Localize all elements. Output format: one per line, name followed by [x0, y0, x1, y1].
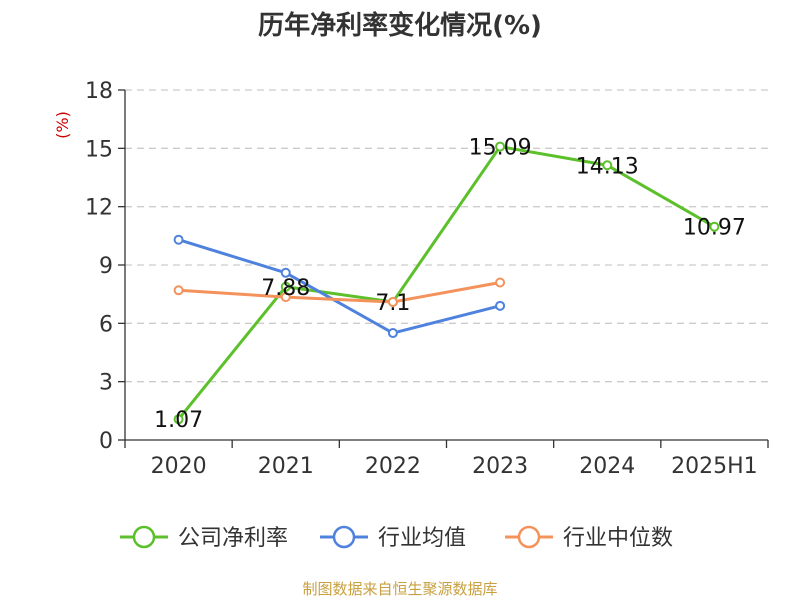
series-line-1 [178, 238, 501, 335]
y-axis-label: (%) [53, 111, 72, 139]
data-label: 1.07 [154, 408, 203, 433]
legend-label: 行业中位数 [563, 526, 673, 551]
x-tick-label: 2025H1 [671, 454, 758, 479]
data-point [495, 300, 506, 311]
x-tick-label: 2020 [151, 454, 207, 479]
data-point [173, 285, 184, 296]
data-label: 15.09 [469, 136, 532, 161]
legend-marker [132, 525, 156, 549]
data-point [173, 234, 184, 245]
x-tick-label: 2023 [472, 454, 528, 479]
data-point [387, 296, 398, 307]
x-tick-label: 2022 [365, 454, 421, 479]
data-labels: 1.07 7.88 7.1 15.09 14.13 10.97 [154, 136, 746, 434]
data-label: 10.97 [683, 216, 746, 241]
y-tick-label: 12 [85, 196, 113, 221]
y-axis-ticks: 0 3 6 9 12 15 18 [85, 79, 125, 454]
legend-label: 行业均值 [378, 526, 466, 551]
data-point [280, 267, 291, 278]
series-line-2 [178, 281, 501, 304]
x-tick-label: 2021 [258, 454, 314, 479]
y-tick-label: 9 [99, 254, 113, 279]
data-label: 14.13 [576, 154, 639, 179]
data-point [173, 414, 184, 425]
data-point [387, 328, 398, 339]
legend-marker [332, 525, 356, 549]
data-point [495, 277, 506, 288]
legend-label: 公司净利率 [178, 526, 288, 551]
data-point [602, 160, 613, 171]
data-point [495, 141, 506, 152]
x-axis-ticks: 2020 2021 2022 2023 2024 2025H1 [124, 440, 769, 479]
chart-title: 历年净利率变化情况(%) [258, 10, 542, 41]
data-label: 7.1 [375, 291, 410, 316]
y-tick-label: 3 [99, 371, 113, 396]
data-label: 7.88 [261, 276, 310, 301]
data-point [709, 221, 720, 232]
x-tick-label: 2024 [579, 454, 635, 479]
legend-marker [517, 525, 541, 549]
data-point [280, 292, 291, 303]
legend: 公司净利率 行业均值 行业中位数 [120, 525, 673, 551]
source-note: 制图数据来自恒生聚源数据库 [302, 580, 497, 598]
grid-lines [125, 89, 768, 383]
series-line-0 [177, 145, 716, 421]
series-lines [173, 141, 720, 425]
data-point [280, 281, 291, 292]
y-tick-label: 18 [85, 79, 113, 104]
y-tick-label: 15 [85, 137, 113, 162]
y-tick-label: 6 [99, 312, 113, 337]
y-tick-label: 0 [99, 429, 113, 454]
